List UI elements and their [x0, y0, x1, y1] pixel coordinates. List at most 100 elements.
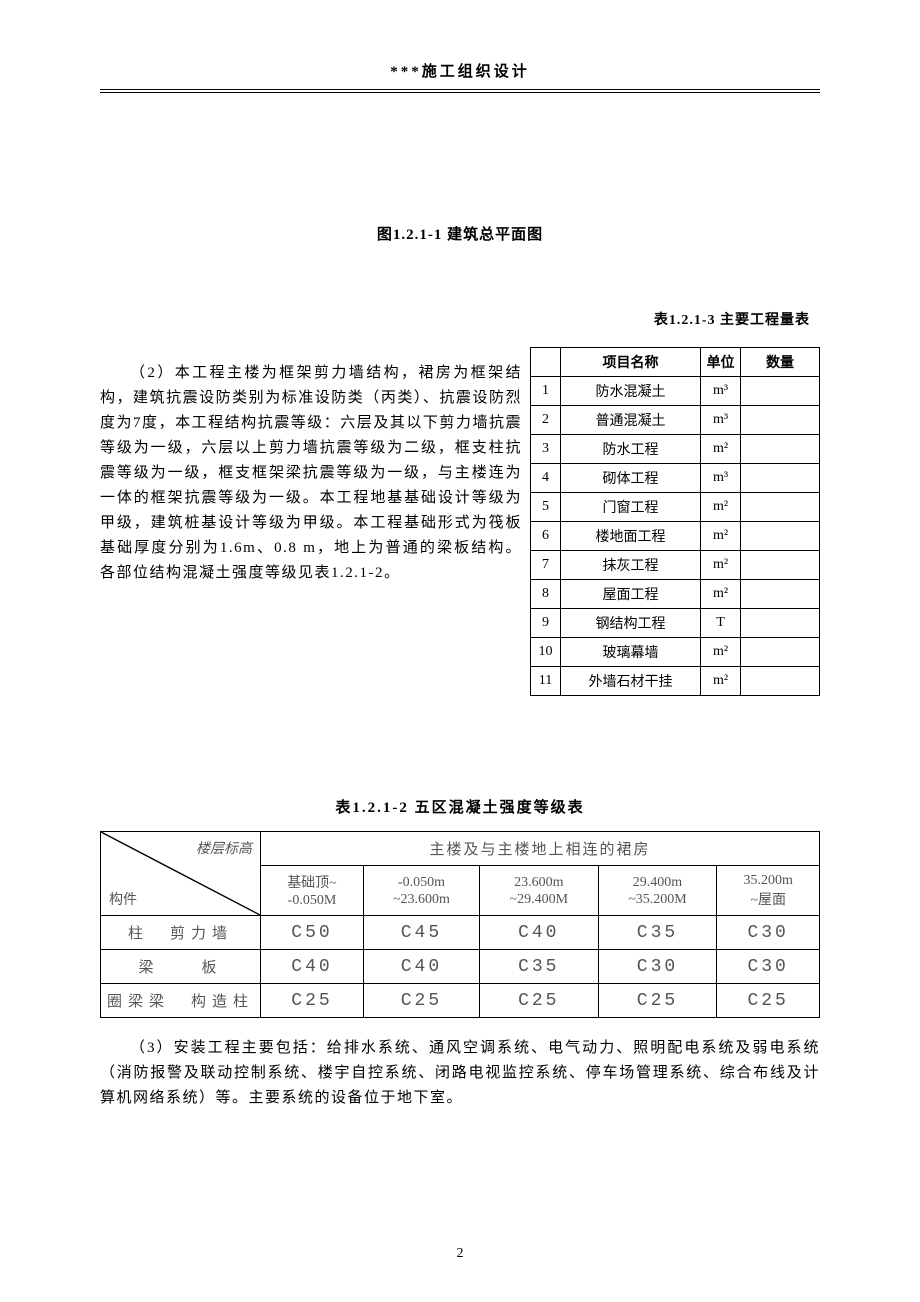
table2-caption: 表1.2.1-2 五区混凝土强度等级表	[100, 796, 820, 817]
table-cell: m²	[701, 580, 741, 609]
concrete-strength-table: 楼层标高 构件 主楼及与主楼地上相连的裙房 基础顶~-0.050M-0.050m…	[100, 831, 820, 1018]
header-rule-2	[100, 92, 820, 93]
table-cell: 防水工程	[561, 435, 701, 464]
table-cell: 砌体工程	[561, 464, 701, 493]
table-cell	[741, 638, 820, 667]
table-cell: 防水混凝土	[561, 377, 701, 406]
table-cell: 抹灰工程	[561, 551, 701, 580]
value-cell: C25	[363, 984, 479, 1018]
table-cell: T	[701, 609, 741, 638]
table-cell	[741, 580, 820, 609]
table-row: 梁 板C40C40C35C30C30	[101, 950, 820, 984]
figure-caption: 图1.2.1-1 建筑总平面图	[100, 223, 820, 244]
table-header-row: 项目名称 单位 数量	[531, 348, 820, 377]
table-row: 1防水混凝土m³	[531, 377, 820, 406]
table-cell: 10	[531, 638, 561, 667]
table-cell: 外墙石材干挂	[561, 667, 701, 696]
table-row: 2普通混凝土m³	[531, 406, 820, 435]
table-cell: 6	[531, 522, 561, 551]
table-cell: 11	[531, 667, 561, 696]
value-cell: C25	[598, 984, 717, 1018]
header-rule	[100, 89, 820, 90]
table-cell: m²	[701, 435, 741, 464]
table-cell: m²	[701, 522, 741, 551]
table-cell	[741, 464, 820, 493]
table-cell: m²	[701, 667, 741, 696]
value-cell: C30	[598, 950, 717, 984]
th-unit: 单位	[701, 348, 741, 377]
page-header: ***施工组织设计	[100, 60, 820, 81]
table-cell: 1	[531, 377, 561, 406]
table-cell: 5	[531, 493, 561, 522]
table-cell	[741, 435, 820, 464]
value-cell: C35	[598, 916, 717, 950]
diag-top-label: 楼层标高	[196, 838, 252, 858]
table-cell	[741, 522, 820, 551]
value-cell: C50	[261, 916, 364, 950]
table-cell: m²	[701, 551, 741, 580]
table-cell: 楼地面工程	[561, 522, 701, 551]
table-cell: 普通混凝土	[561, 406, 701, 435]
diagonal-header-cell: 楼层标高 构件	[101, 832, 261, 916]
diag-bottom-label: 构件	[109, 889, 137, 909]
paragraph-2: （2）本工程主楼为框架剪力墙结构，裙房为框架结构，建筑抗震设防类别为标准设防类（…	[100, 347, 522, 696]
table-cell: 玻璃幕墙	[561, 638, 701, 667]
table-cell: m²	[701, 493, 741, 522]
table-cell: 8	[531, 580, 561, 609]
row-label: 梁 板	[101, 950, 261, 984]
page-number: 2	[0, 1246, 920, 1262]
table-cell	[741, 377, 820, 406]
col-header: 23.600m~29.400M	[479, 866, 598, 916]
table-row: 8屋面工程m²	[531, 580, 820, 609]
table-cell	[741, 406, 820, 435]
table-row: 6楼地面工程m²	[531, 522, 820, 551]
value-cell: C40	[261, 950, 364, 984]
table-row: 7抹灰工程m²	[531, 551, 820, 580]
table-cell: 屋面工程	[561, 580, 701, 609]
value-cell: C30	[717, 950, 820, 984]
value-cell: C30	[717, 916, 820, 950]
paragraph-3: （3）安装工程主要包括：给排水系统、通风空调系统、电气动力、照明配电系统及弱电系…	[100, 1036, 820, 1111]
table-cell: 9	[531, 609, 561, 638]
value-cell: C40	[363, 950, 479, 984]
table-cell: m³	[701, 377, 741, 406]
th-name: 项目名称	[561, 348, 701, 377]
table-row: 柱 剪力墙C50C45C40C35C30	[101, 916, 820, 950]
table-row: 5门窗工程m²	[531, 493, 820, 522]
table-cell: m³	[701, 406, 741, 435]
engineering-quantity-table: 项目名称 单位 数量 1防水混凝土m³2普通混凝土m³3防水工程m²4砌体工程m…	[530, 347, 820, 696]
table-cell: m³	[701, 464, 741, 493]
row-label: 柱 剪力墙	[101, 916, 261, 950]
table-row: 4砌体工程m³	[531, 464, 820, 493]
col-header: 29.400m~35.200M	[598, 866, 717, 916]
table-cell	[741, 493, 820, 522]
table-row: 圈梁梁 构造柱C25C25C25C25C25	[101, 984, 820, 1018]
table-cell: 4	[531, 464, 561, 493]
value-cell: C25	[261, 984, 364, 1018]
th-qty: 数量	[741, 348, 820, 377]
table-row: 9钢结构工程T	[531, 609, 820, 638]
table-cell: 2	[531, 406, 561, 435]
paragraph-2-text: （2）本工程主楼为框架剪力墙结构，裙房为框架结构，建筑抗震设防类别为标准设防类（…	[100, 361, 522, 586]
table-cell	[741, 667, 820, 696]
value-cell: C25	[479, 984, 598, 1018]
table-cell: m²	[701, 638, 741, 667]
table-row: 11外墙石材干挂m²	[531, 667, 820, 696]
table-cell: 3	[531, 435, 561, 464]
table-cell	[741, 609, 820, 638]
table-row: 3防水工程m²	[531, 435, 820, 464]
merged-header: 主楼及与主楼地上相连的裙房	[261, 832, 820, 866]
value-cell: C40	[479, 916, 598, 950]
col-header: 基础顶~-0.050M	[261, 866, 364, 916]
paragraph-3-text: （3）安装工程主要包括：给排水系统、通风空调系统、电气动力、照明配电系统及弱电系…	[100, 1036, 820, 1111]
table-cell	[741, 551, 820, 580]
col-header: 35.200m~屋面	[717, 866, 820, 916]
value-cell: C35	[479, 950, 598, 984]
row-label: 圈梁梁 构造柱	[101, 984, 261, 1018]
table-cell: 钢结构工程	[561, 609, 701, 638]
table1-caption: 表1.2.1-3 主要工程量表	[100, 309, 820, 329]
th-idx	[531, 348, 561, 377]
table-cell: 门窗工程	[561, 493, 701, 522]
col-header: -0.050m~23.600m	[363, 866, 479, 916]
value-cell: C25	[717, 984, 820, 1018]
